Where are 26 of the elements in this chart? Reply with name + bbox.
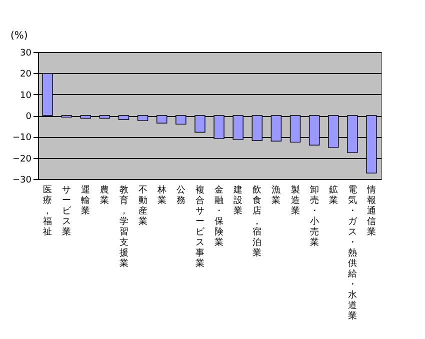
x-tick-label: 鉱業: [328, 184, 338, 206]
x-tick-label: 製造業: [290, 184, 300, 216]
x-tick-label: サービス業: [62, 186, 72, 238]
y-tick-label: 20: [20, 70, 32, 80]
category-label: 電気・ガス・熱供給・水道業: [348, 186, 357, 322]
x-tick-label: 教育，学習支援業: [119, 184, 128, 269]
y-tick-label: 30: [20, 48, 32, 58]
x-tick-label: 不動産業: [138, 186, 148, 227]
x-tick-label: 建設業: [232, 184, 243, 216]
x-tick-label: 卸売・小売業: [310, 184, 319, 248]
x-tick-label: 金融・保険業: [214, 184, 224, 248]
y-tick-label: −20: [12, 154, 32, 164]
x-tick-label: 公務: [176, 184, 186, 206]
x-tick-label: 複合サービス事業: [195, 184, 206, 269]
x-tick-label: 漁業: [272, 184, 281, 206]
y-axis-title: (%): [10, 30, 28, 42]
x-tick-label: 医療，福祉: [43, 184, 52, 238]
x-tick-label: 農業: [100, 184, 110, 206]
y-tick-label: 10: [20, 90, 32, 101]
y-tick-label: 0: [26, 112, 32, 122]
y-tick-label: −30: [12, 176, 32, 186]
y-tick-label: −10: [12, 133, 32, 144]
x-tick-label: 運輸業: [81, 184, 90, 216]
x-tick-label: 情報通信業: [366, 184, 376, 238]
x-tick-label: 飲食店，宿泊業: [252, 184, 262, 258]
x-tick-label: 林業: [156, 184, 166, 206]
